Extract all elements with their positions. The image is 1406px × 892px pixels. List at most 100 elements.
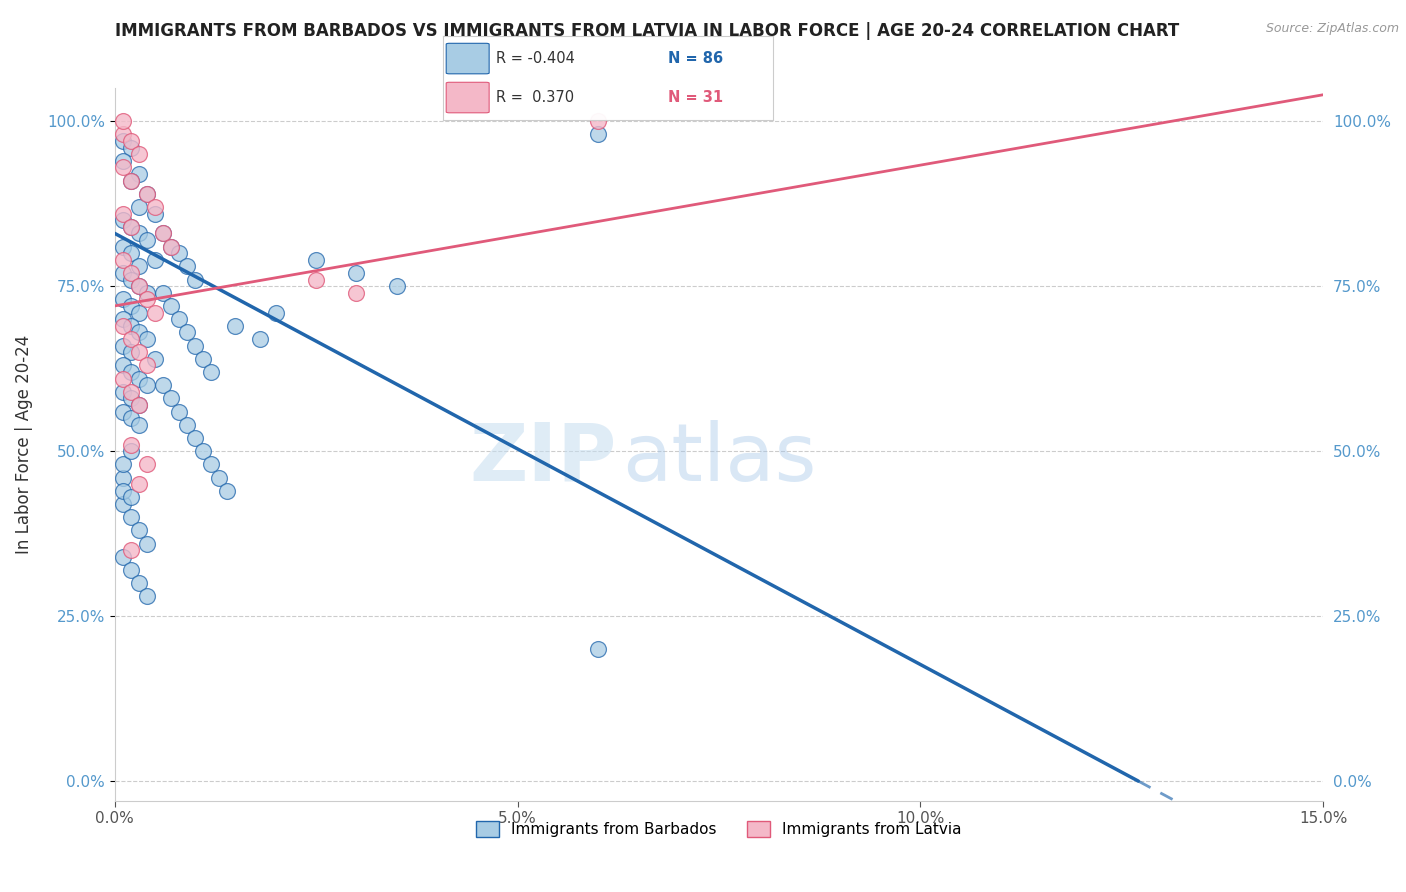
Point (128, 398, 150, 412)
Point (111, 312, 134, 326)
Point (111, 161, 134, 175)
Point (128, 260, 150, 274)
Point (128, 477, 150, 491)
Point (135, 233, 157, 247)
Point (120, 318, 142, 333)
Point (120, 365, 142, 379)
Point (111, 549, 134, 564)
Point (586, 114, 609, 128)
Point (120, 266, 142, 280)
Point (135, 589, 157, 603)
Point (264, 305, 287, 319)
Point (184, 338, 207, 352)
Point (111, 483, 134, 498)
Point (111, 371, 134, 385)
Point (120, 563, 142, 577)
Text: ZIP: ZIP (470, 420, 616, 498)
Point (128, 200, 150, 214)
Point (135, 332, 157, 346)
Point (217, 483, 239, 498)
Point (344, 285, 367, 300)
Point (120, 219, 142, 234)
Point (111, 266, 134, 280)
Text: Source: ZipAtlas.com: Source: ZipAtlas.com (1265, 22, 1399, 36)
Point (184, 431, 207, 445)
Y-axis label: In Labor Force | Age 20-24: In Labor Force | Age 20-24 (15, 334, 32, 554)
Point (111, 470, 134, 484)
Point (120, 491, 142, 505)
Point (200, 365, 222, 379)
Point (111, 213, 134, 227)
Point (176, 326, 198, 340)
Point (143, 200, 166, 214)
Point (120, 173, 142, 187)
Point (111, 252, 134, 267)
Point (120, 510, 142, 524)
Point (135, 359, 157, 373)
Point (111, 239, 134, 253)
Point (120, 332, 142, 346)
Point (160, 239, 183, 253)
Point (111, 153, 134, 168)
Point (135, 536, 157, 550)
Legend: Immigrants from Barbados, Immigrants from Latvia: Immigrants from Barbados, Immigrants fro… (470, 815, 967, 843)
Point (200, 458, 222, 472)
Point (120, 246, 142, 260)
Text: atlas: atlas (623, 420, 817, 498)
Point (120, 411, 142, 425)
Point (120, 384, 142, 399)
Point (128, 305, 150, 319)
Point (128, 147, 150, 161)
Point (586, 642, 609, 657)
Point (128, 326, 150, 340)
Point (152, 227, 174, 241)
Point (128, 279, 150, 293)
Point (120, 173, 142, 187)
Text: N = 31: N = 31 (668, 89, 723, 104)
Point (193, 351, 215, 366)
Point (135, 186, 157, 201)
Point (120, 345, 142, 359)
Point (224, 318, 246, 333)
Point (120, 272, 142, 286)
Point (128, 576, 150, 591)
Point (111, 338, 134, 352)
Point (167, 404, 190, 418)
Point (111, 359, 134, 373)
Point (111, 497, 134, 511)
Text: R =  0.370: R = 0.370 (496, 89, 574, 104)
Point (193, 444, 215, 458)
Point (111, 134, 134, 148)
Point (128, 345, 150, 359)
Point (143, 351, 166, 366)
Point (152, 227, 174, 241)
Text: IMMIGRANTS FROM BARBADOS VS IMMIGRANTS FROM LATVIA IN LABOR FORCE | AGE 20-24 CO: IMMIGRANTS FROM BARBADOS VS IMMIGRANTS F… (115, 22, 1178, 40)
Point (176, 417, 198, 432)
Point (176, 260, 198, 274)
Point (344, 266, 367, 280)
Point (111, 318, 134, 333)
Point (111, 458, 134, 472)
Point (111, 114, 134, 128)
Point (128, 279, 150, 293)
Point (120, 140, 142, 154)
Point (128, 417, 150, 432)
Point (135, 285, 157, 300)
Point (111, 128, 134, 142)
Point (120, 437, 142, 451)
Point (160, 392, 183, 406)
Point (249, 332, 271, 346)
Point (305, 272, 328, 286)
Point (128, 371, 150, 385)
Point (135, 293, 157, 307)
Point (120, 219, 142, 234)
Point (160, 239, 183, 253)
Point (111, 206, 134, 220)
Point (120, 299, 142, 313)
FancyBboxPatch shape (446, 82, 489, 112)
Point (152, 378, 174, 392)
Point (135, 186, 157, 201)
Point (143, 206, 166, 220)
Point (160, 299, 183, 313)
Point (111, 404, 134, 418)
